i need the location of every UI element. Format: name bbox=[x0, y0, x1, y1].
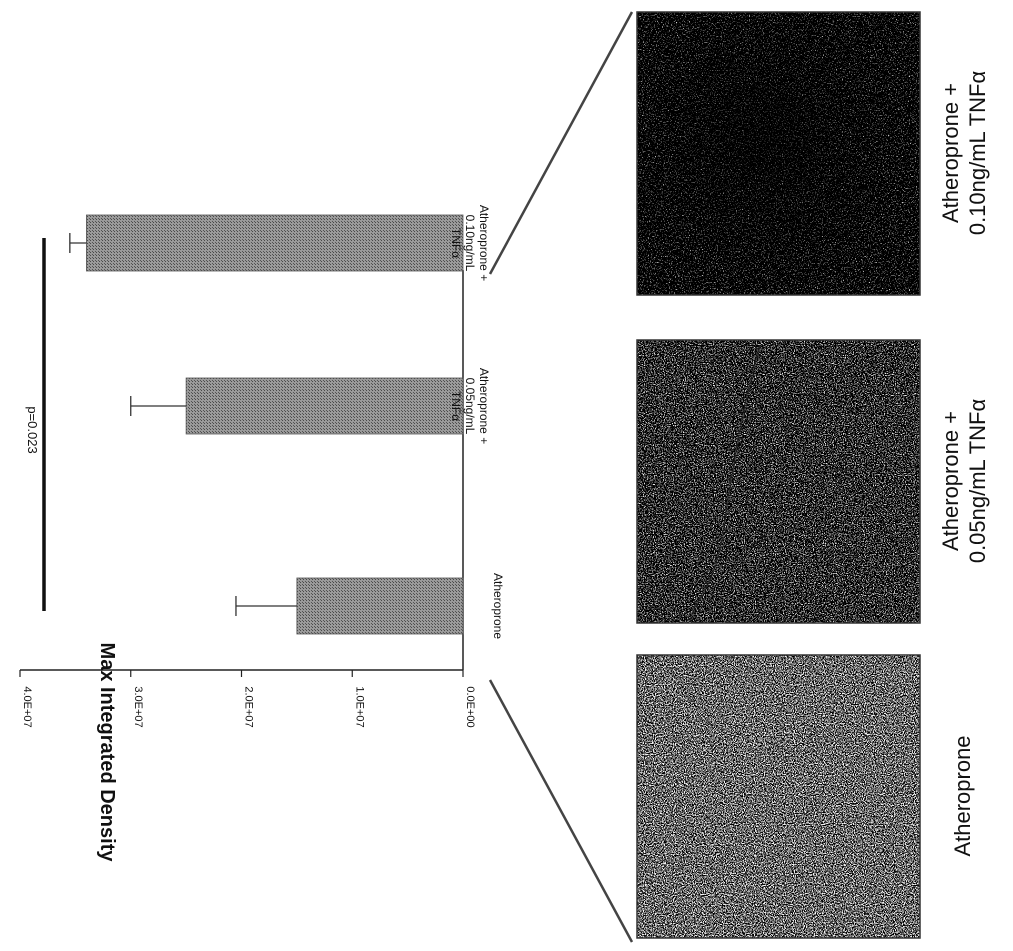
panel-label-tnf010: Atheroprone +0.10ng/mL TNFα bbox=[938, 71, 990, 236]
y-tick-label: 3.0E+07 bbox=[132, 686, 144, 727]
micrograph-tnf-0-10 bbox=[637, 12, 920, 295]
bar bbox=[297, 578, 463, 634]
y-tick-label: 2.0E+07 bbox=[243, 686, 255, 727]
y-tick-label: 0.0E+00 bbox=[464, 686, 476, 727]
error-bar bbox=[236, 596, 297, 616]
panel-label-tnf005: Atheroprone +0.05ng/mL TNFα bbox=[938, 399, 990, 564]
bars bbox=[86, 215, 463, 634]
p-value-label: p=0.023 bbox=[25, 406, 40, 453]
bar bbox=[86, 215, 463, 271]
micrograph-atheroprone bbox=[637, 655, 920, 938]
y-axis-label: Max Integrated Density bbox=[96, 643, 118, 863]
y-ticks: 0.0E+00 1.0E+07 2.0E+07 3.0E+07 4.0E+07 bbox=[20, 670, 476, 728]
significance-annotation: p=0.023 bbox=[25, 238, 44, 611]
panel-label-atheroprone: Atheroprone bbox=[950, 735, 975, 856]
micrograph-tnf-0-05 bbox=[637, 340, 920, 623]
panel-labels: Atheroprone Atheroprone +0.05ng/mL TNFα At… bbox=[938, 71, 990, 857]
connector-line-left bbox=[490, 680, 632, 942]
y-tick-label: 4.0E+07 bbox=[21, 686, 33, 727]
connector-line-right bbox=[490, 12, 632, 274]
category-label: Atheroprone bbox=[491, 573, 505, 639]
y-tick-label: 1.0E+07 bbox=[353, 686, 365, 727]
bar bbox=[186, 378, 463, 434]
bar-chart: 0.0E+00 1.0E+07 2.0E+07 3.0E+07 4.0E+07 Athe… bbox=[20, 205, 505, 863]
error-bar bbox=[70, 233, 87, 253]
error-bar bbox=[131, 396, 186, 416]
